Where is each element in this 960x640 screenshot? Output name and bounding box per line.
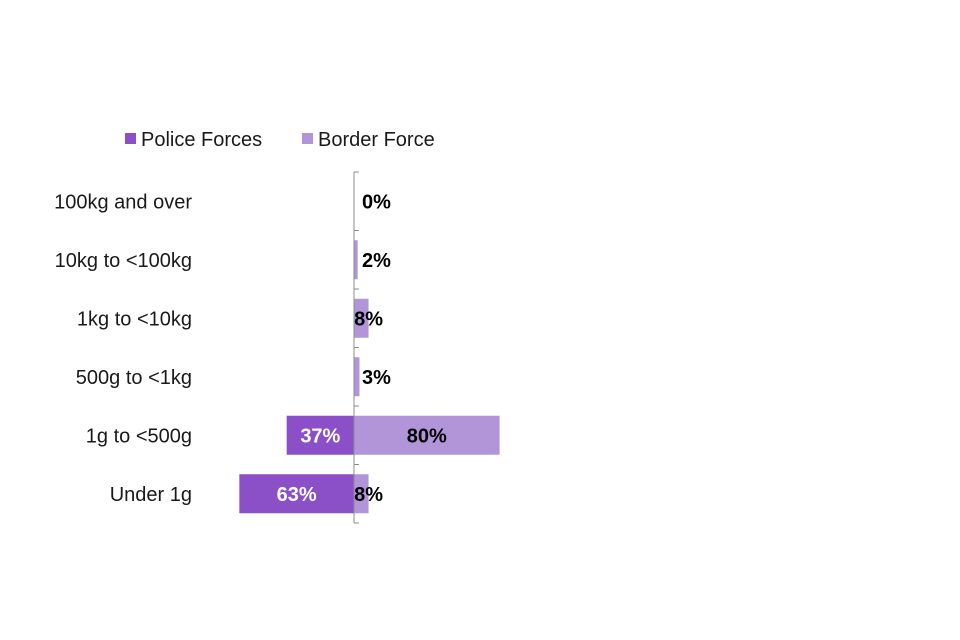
bar-border-force-1g-to-500g (354, 415, 500, 455)
data-label-police-forces-1g-to-500g: 37% (300, 425, 340, 447)
bar-police-forces-under-1g (239, 474, 354, 514)
data-label-border-force-1kg-to-10kg: 8% (354, 308, 383, 330)
legend-swatch-border-force (302, 133, 313, 144)
data-label-border-force-10kg-to-100kg: 2% (362, 250, 391, 272)
category-label-under-1g: Under 1g (110, 484, 192, 506)
category-label-100kg-and-over: 100kg and over (54, 191, 192, 213)
category-label-1kg-to-10kg: 1kg to <10kg (77, 308, 192, 330)
bar-border-force-1kg-to-10kg (354, 298, 369, 338)
data-label-border-force-500g-to-1kg: 3% (362, 367, 391, 389)
category-label-10kg-to-100kg: 10kg to <100kg (55, 250, 192, 272)
bars-group (239, 240, 500, 514)
data-label-police-forces-under-1g: 63% (277, 484, 317, 506)
bar-border-force-under-1g (354, 474, 369, 514)
data-labels-group: 0% 2% 8% 3% 37% 80% 63% 8% (277, 191, 447, 506)
category-axis-labels: 100kg and over 10kg to <100kg 1kg to <10kg… (54, 191, 192, 506)
category-label-500g-to-1kg: 500g to <1kg (76, 367, 192, 389)
category-label-1g-to-500g: 1g to <500g (86, 425, 192, 447)
bar-border-force-10kg-to-100kg (354, 240, 358, 280)
data-label-border-force-1g-to-500g: 80% (407, 425, 447, 447)
data-label-border-force-under-1g: 8% (354, 484, 383, 506)
data-label-border-force-100kg-and-over: 0% (362, 191, 391, 213)
chart-legend: Police Forces Border Force (125, 129, 435, 151)
bar-border-force-500g-to-1kg (354, 357, 360, 397)
legend-swatch-police-forces (125, 133, 136, 144)
center-axis (353, 171, 359, 524)
legend-label-border-force: Border Force (318, 129, 435, 151)
legend-label-police-forces: Police Forces (141, 129, 262, 151)
bar-police-forces-1g-to-500g (286, 415, 354, 455)
